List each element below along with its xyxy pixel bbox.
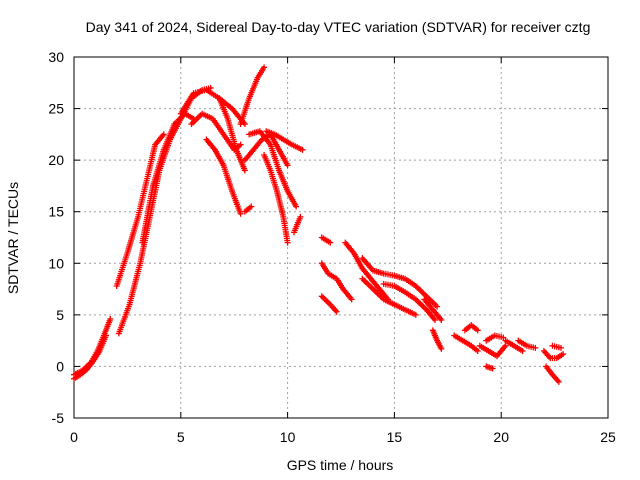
data-point	[532, 344, 539, 351]
data-point	[434, 303, 441, 310]
x-axis-ticks: 0 5 10 15 20 25	[70, 57, 616, 445]
data-point	[284, 239, 291, 246]
x-tick-label: 25	[600, 429, 616, 445]
data-point	[327, 239, 334, 246]
data-point	[489, 365, 496, 372]
y-tick-label: 0	[56, 358, 64, 374]
data-point	[237, 141, 244, 148]
data-point	[348, 296, 355, 303]
data-point	[474, 327, 481, 334]
plot-frame	[73, 56, 609, 419]
data-point	[333, 308, 340, 315]
data-point	[160, 131, 167, 138]
data-point	[241, 167, 248, 174]
data-point	[560, 351, 567, 358]
data-point	[284, 162, 291, 169]
data-point	[248, 203, 255, 210]
data-point-interp	[324, 298, 331, 305]
data-point	[261, 64, 268, 71]
y-tick-label: 10	[48, 255, 64, 271]
y-tick-label: -5	[52, 410, 65, 426]
data-point	[297, 213, 304, 220]
data-point	[107, 315, 114, 322]
x-tick-label: 20	[493, 429, 509, 445]
data-point	[500, 334, 507, 341]
data-point	[412, 311, 419, 318]
x-tick-label: 0	[70, 429, 78, 445]
data-points	[71, 64, 567, 385]
data-point	[431, 317, 438, 324]
x-tick-label: 10	[280, 429, 296, 445]
data-point	[299, 146, 306, 153]
data-point	[438, 317, 445, 324]
data-point-interp	[320, 294, 327, 301]
data-point	[519, 347, 526, 354]
data-point	[237, 210, 244, 217]
y-tick-label: 25	[48, 101, 64, 117]
y-axis-label: SDTVAR / TECUs	[5, 182, 21, 294]
data-point	[558, 344, 565, 351]
y-tick-label: 5	[56, 307, 64, 323]
data-point-interp	[321, 296, 328, 303]
data-point	[474, 347, 481, 354]
data-point	[318, 293, 325, 300]
data-point-interp	[323, 297, 330, 304]
data-point	[555, 378, 562, 385]
y-tick-label: 30	[48, 49, 64, 65]
data-point	[438, 345, 445, 352]
x-tick-label: 15	[387, 429, 403, 445]
x-tick-label: 5	[177, 429, 185, 445]
y-tick-label: 15	[48, 204, 64, 220]
data-point	[293, 203, 300, 210]
y-axis-ticks: -5 0 5 10 15 20 25 30	[48, 49, 608, 426]
y-tick-label: 20	[48, 152, 64, 168]
chart-title: Day 341 of 2024, Sidereal Day-to-day VTE…	[86, 19, 591, 35]
x-axis-label: GPS time / hours	[287, 457, 394, 473]
data-point	[502, 342, 509, 349]
grid-lines	[74, 57, 608, 418]
